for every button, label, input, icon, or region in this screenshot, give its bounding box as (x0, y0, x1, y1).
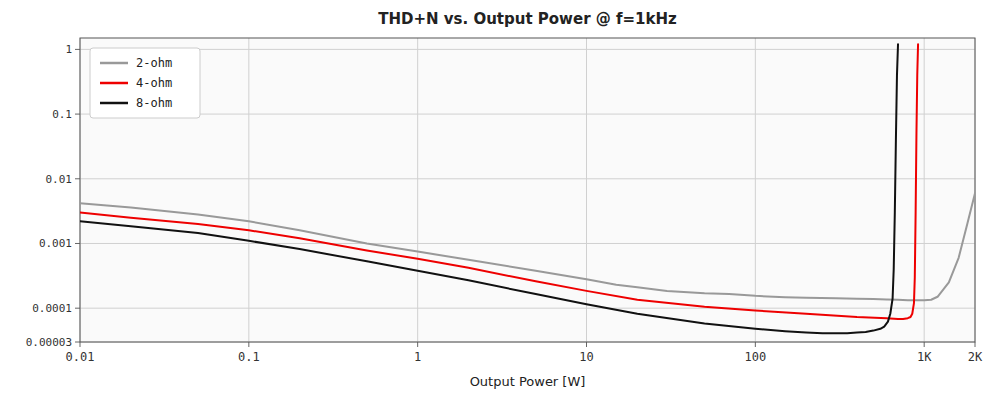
series-line (80, 44, 918, 319)
tick-mark (975, 342, 976, 347)
grid-line (417, 38, 418, 342)
plot-frame (80, 38, 975, 342)
tick-label: 1K (917, 350, 932, 364)
legend-swatch (100, 82, 128, 85)
tick-label: 0.0001 (32, 302, 72, 315)
grid-line (248, 38, 249, 342)
grid-line (586, 38, 587, 342)
legend-swatch (100, 62, 128, 65)
tick-mark (755, 342, 756, 347)
plot-area (80, 38, 975, 342)
tick-mark (75, 49, 80, 50)
grid-line (80, 49, 975, 50)
axis-label: Output Power [W] (470, 374, 586, 389)
title: THD+N vs. Output Power @ f=1kHz (378, 10, 677, 28)
axes: 0.01 0.1 1 10 100 1K 2K 1 0.1 0.01 0.001 0.0001 0.00… (26, 43, 983, 364)
tick-label: 0.01 (46, 173, 73, 186)
tick-label: 0.1 (238, 350, 260, 364)
series-line (80, 193, 975, 300)
grid-line (80, 243, 975, 244)
tick-label: 2K (968, 350, 983, 364)
tick-mark (75, 243, 80, 244)
tick-mark (75, 342, 80, 343)
tick-mark (75, 114, 80, 115)
legend-box (90, 48, 200, 118)
tick-mark (417, 342, 418, 347)
series-group (80, 44, 975, 333)
tick-label: 1 (414, 350, 421, 364)
legend-label: 8-ohm (136, 96, 172, 110)
grid-line (80, 308, 975, 309)
legend: 2-ohm 4-ohm 8-ohm (90, 48, 200, 118)
chart: 0.01 0.1 1 10 100 1K 2K 1 0.1 0.01 0.001 0.0001 0.00… (0, 0, 1000, 400)
legend-swatch (100, 102, 128, 105)
tick-mark (586, 342, 587, 347)
tick-label: 1 (65, 43, 72, 56)
tick-label: 0.00003 (26, 336, 72, 349)
legend-label: 4-ohm (136, 76, 172, 90)
tick-label: 0.01 (66, 350, 95, 364)
tick-mark (80, 342, 81, 347)
grid-line (80, 178, 975, 179)
tick-mark (248, 342, 249, 347)
tick-label: 0.001 (39, 237, 72, 250)
tick-mark (75, 308, 80, 309)
tick-mark (75, 178, 80, 179)
tick-mark (924, 342, 925, 347)
series-line (80, 44, 898, 333)
grid-line (80, 114, 975, 115)
tick-label: 0.1 (52, 108, 72, 121)
tick-label: 10 (579, 350, 593, 364)
legend-label: 2-ohm (136, 56, 172, 70)
grid-line (924, 38, 925, 342)
grid (80, 38, 975, 342)
tick-label: 100 (744, 350, 766, 364)
